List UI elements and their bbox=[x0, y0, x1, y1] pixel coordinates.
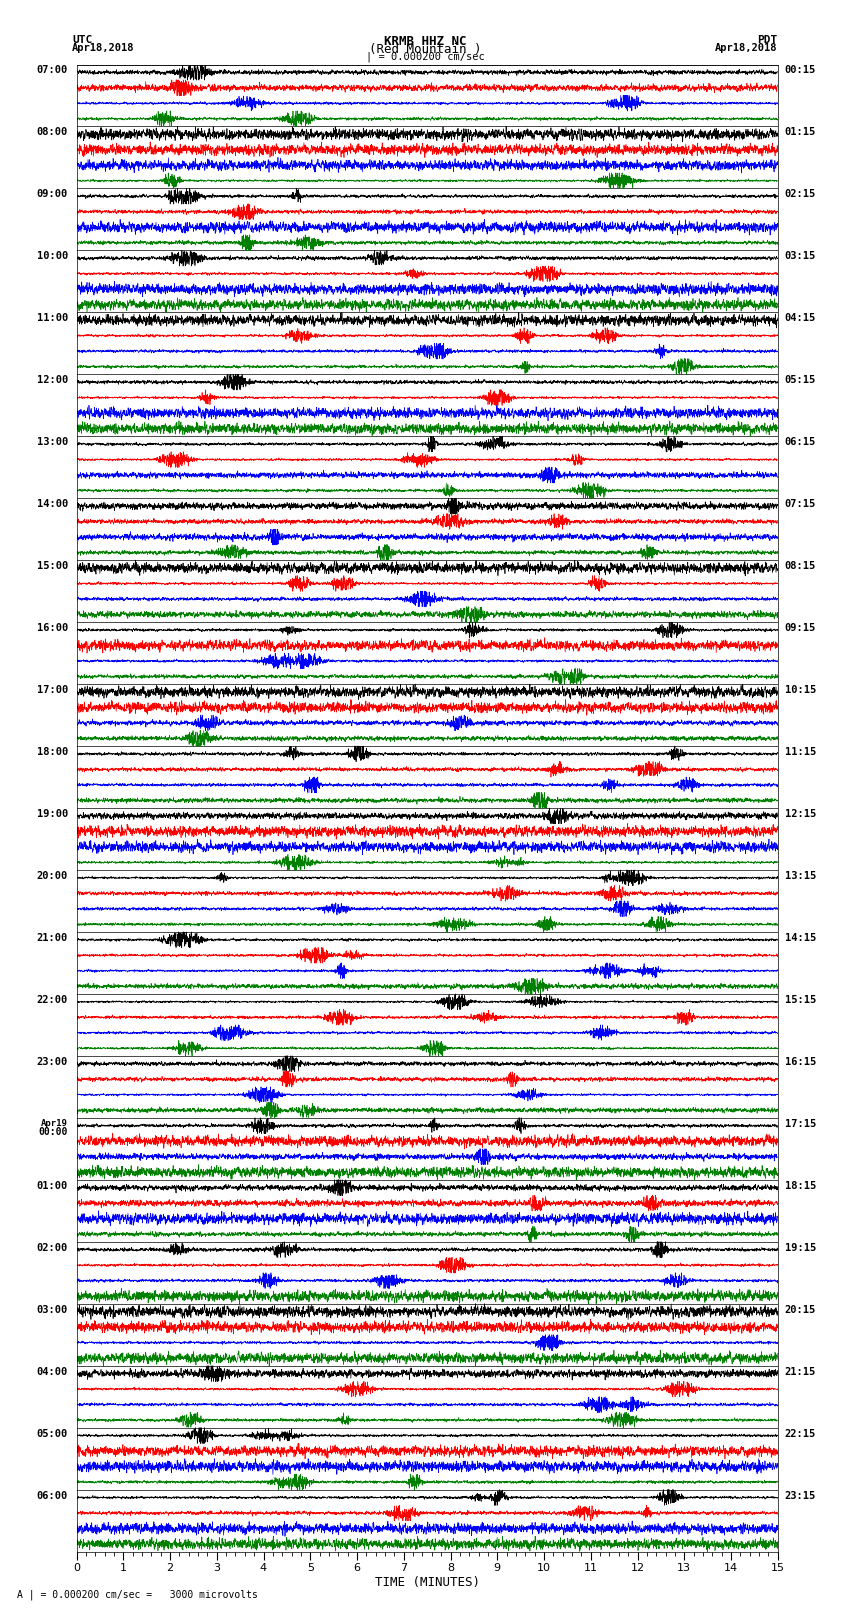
Text: 10:15: 10:15 bbox=[785, 686, 816, 695]
Text: 13:15: 13:15 bbox=[785, 871, 816, 881]
Text: 16:15: 16:15 bbox=[785, 1057, 816, 1066]
Text: 16:00: 16:00 bbox=[37, 623, 68, 632]
Text: 04:15: 04:15 bbox=[785, 313, 816, 323]
Text: Apr18,2018: Apr18,2018 bbox=[72, 44, 135, 53]
Text: 13:00: 13:00 bbox=[37, 437, 68, 447]
Text: 01:00: 01:00 bbox=[37, 1181, 68, 1190]
Text: (Red Mountain ): (Red Mountain ) bbox=[369, 44, 481, 56]
Text: Apr18,2018: Apr18,2018 bbox=[715, 44, 778, 53]
Text: 09:00: 09:00 bbox=[37, 189, 68, 200]
Text: 23:00: 23:00 bbox=[37, 1057, 68, 1066]
Text: 18:00: 18:00 bbox=[37, 747, 68, 756]
Text: 22:00: 22:00 bbox=[37, 995, 68, 1005]
X-axis label: TIME (MINUTES): TIME (MINUTES) bbox=[375, 1576, 479, 1589]
Text: 17:00: 17:00 bbox=[37, 686, 68, 695]
Text: A | = 0.000200 cm/sec =   3000 microvolts: A | = 0.000200 cm/sec = 3000 microvolts bbox=[17, 1589, 258, 1600]
Text: 08:15: 08:15 bbox=[785, 561, 816, 571]
Text: 06:15: 06:15 bbox=[785, 437, 816, 447]
Text: 07:00: 07:00 bbox=[37, 65, 68, 76]
Text: PDT: PDT bbox=[757, 35, 778, 45]
Text: 20:15: 20:15 bbox=[785, 1305, 816, 1315]
Text: 17:15: 17:15 bbox=[785, 1119, 816, 1129]
Text: 00:00: 00:00 bbox=[39, 1127, 68, 1137]
Text: 18:15: 18:15 bbox=[785, 1181, 816, 1190]
Text: 11:15: 11:15 bbox=[785, 747, 816, 756]
Text: 07:15: 07:15 bbox=[785, 498, 816, 510]
Text: | = 0.000200 cm/sec: | = 0.000200 cm/sec bbox=[366, 52, 484, 63]
Text: 02:15: 02:15 bbox=[785, 189, 816, 200]
Text: 23:15: 23:15 bbox=[785, 1490, 816, 1500]
Text: 01:15: 01:15 bbox=[785, 127, 816, 137]
Text: 11:00: 11:00 bbox=[37, 313, 68, 323]
Text: 21:00: 21:00 bbox=[37, 932, 68, 944]
Text: 08:00: 08:00 bbox=[37, 127, 68, 137]
Text: 19:15: 19:15 bbox=[785, 1242, 816, 1253]
Text: 05:15: 05:15 bbox=[785, 376, 816, 386]
Text: 05:00: 05:00 bbox=[37, 1429, 68, 1439]
Text: 03:15: 03:15 bbox=[785, 252, 816, 261]
Text: 02:00: 02:00 bbox=[37, 1242, 68, 1253]
Text: 04:00: 04:00 bbox=[37, 1366, 68, 1376]
Text: 14:15: 14:15 bbox=[785, 932, 816, 944]
Text: 06:00: 06:00 bbox=[37, 1490, 68, 1500]
Text: 15:00: 15:00 bbox=[37, 561, 68, 571]
Text: Apr19: Apr19 bbox=[41, 1119, 68, 1127]
Text: 00:15: 00:15 bbox=[785, 65, 816, 76]
Text: 03:00: 03:00 bbox=[37, 1305, 68, 1315]
Text: 20:00: 20:00 bbox=[37, 871, 68, 881]
Text: 12:15: 12:15 bbox=[785, 808, 816, 819]
Text: UTC: UTC bbox=[72, 35, 93, 45]
Text: 22:15: 22:15 bbox=[785, 1429, 816, 1439]
Text: 12:00: 12:00 bbox=[37, 376, 68, 386]
Text: 21:15: 21:15 bbox=[785, 1366, 816, 1376]
Text: 09:15: 09:15 bbox=[785, 623, 816, 632]
Text: KRMB HHZ NC: KRMB HHZ NC bbox=[383, 35, 467, 48]
Text: 14:00: 14:00 bbox=[37, 498, 68, 510]
Text: 19:00: 19:00 bbox=[37, 808, 68, 819]
Text: 15:15: 15:15 bbox=[785, 995, 816, 1005]
Text: 10:00: 10:00 bbox=[37, 252, 68, 261]
